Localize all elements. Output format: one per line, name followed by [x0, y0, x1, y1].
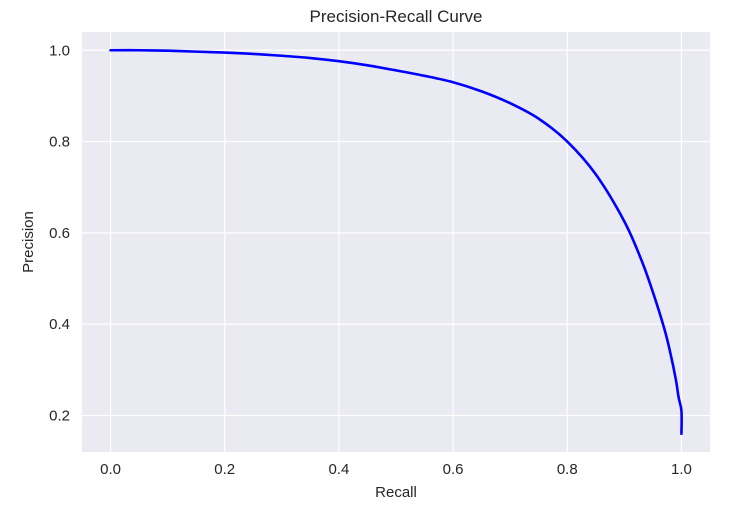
x-tick-label: 1.0 [671, 461, 692, 478]
y-tick-label: 1.0 [49, 42, 70, 59]
tick-labels: 0.0 0.2 0.4 0.6 0.8 1.0 0.2 0.4 0.6 0.8 1.0 [49, 42, 692, 478]
y-tick-label: 0.6 [49, 225, 70, 242]
series-layer [109, 48, 683, 436]
x-tick-label: 0.8 [557, 461, 578, 478]
y-tick-label: 0.4 [49, 316, 70, 333]
x-tick-label: 0.0 [100, 461, 121, 478]
x-axis-title: Recall [375, 484, 417, 501]
x-tick-label: 0.6 [443, 461, 464, 478]
plot-area [82, 32, 710, 452]
chart-title: Precision-Recall Curve [310, 7, 483, 26]
x-tick-label: 0.4 [328, 461, 349, 478]
y-tick-label: 0.8 [49, 134, 70, 151]
precision-recall-line-0 [109, 48, 683, 436]
y-axis-title: Precision [20, 211, 37, 273]
y-tick-label: 0.2 [49, 407, 70, 424]
x-tick-label: 0.2 [214, 461, 235, 478]
